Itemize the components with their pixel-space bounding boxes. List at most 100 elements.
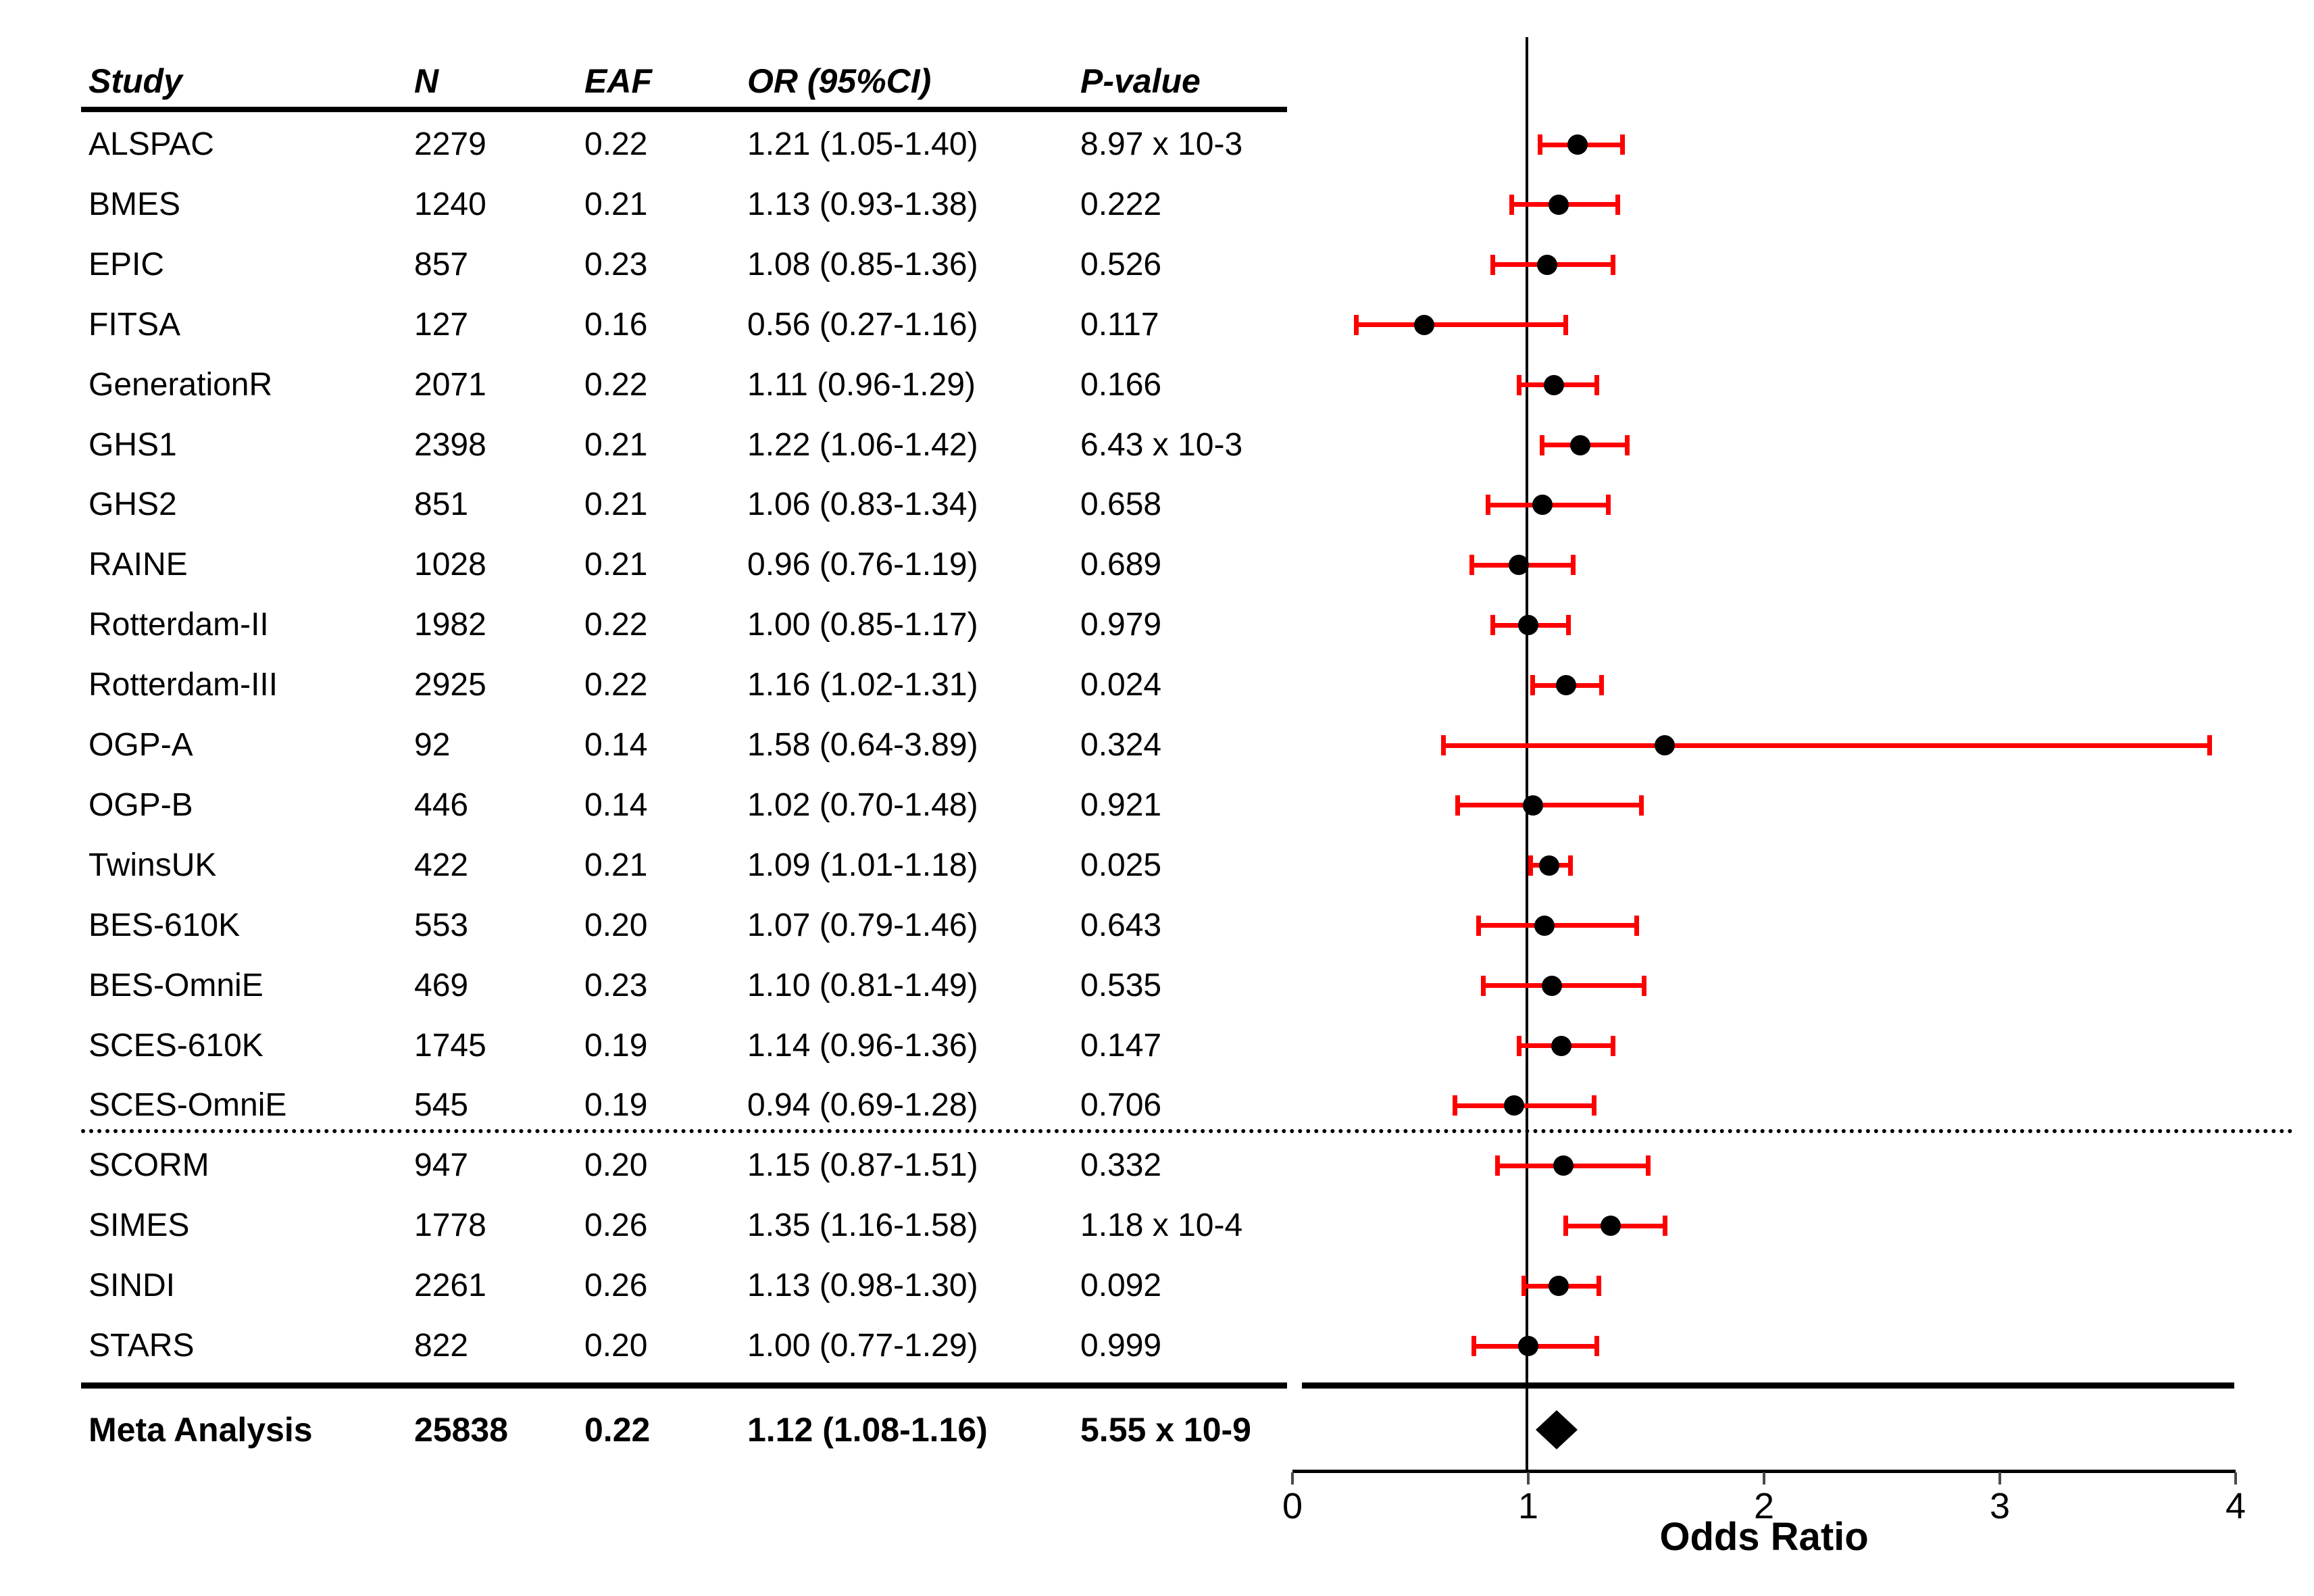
- ci-cap-low: [1521, 1276, 1526, 1297]
- ci-cap-low: [1516, 1035, 1521, 1056]
- cell-or-ci: 1.16 (1.02-1.31): [747, 667, 978, 703]
- cell-or-ci: 1.09 (1.01-1.18): [747, 847, 978, 883]
- cell-or-ci: 1.08 (0.85-1.36): [747, 246, 978, 282]
- ci-cap-low: [1530, 675, 1536, 696]
- ci-cap-high: [1606, 495, 1611, 516]
- cell-pvalue: 0.222: [1080, 186, 1162, 222]
- group-divider: [81, 1129, 2294, 1133]
- ci-cap-high: [1641, 975, 1646, 996]
- cell-pvalue: 0.166: [1080, 366, 1162, 403]
- ci-cap-low: [1476, 915, 1482, 936]
- cell-study: BES-610K: [89, 907, 241, 943]
- ci-cap-high: [1639, 795, 1644, 816]
- or-marker: [1541, 975, 1562, 996]
- meta-cell-eaf: 0.22: [584, 1411, 651, 1449]
- cell-n: 851: [414, 487, 469, 523]
- ci-cap-high: [1596, 1276, 1602, 1297]
- ci-bar: [1443, 743, 2210, 748]
- meta-cell-n: 25838: [414, 1411, 509, 1449]
- ci-cap-low: [1481, 975, 1486, 996]
- or-marker: [1555, 675, 1576, 696]
- x-axis-tick: [1998, 1472, 2001, 1485]
- x-axis-tick-label: 4: [2225, 1486, 2246, 1526]
- cell-study: SIMES: [89, 1207, 190, 1244]
- cell-pvalue: 0.332: [1080, 1147, 1162, 1184]
- cell-study: EPIC: [89, 246, 165, 282]
- cell-or-ci: 1.13 (0.98-1.30): [747, 1268, 978, 1304]
- ci-cap-low: [1509, 194, 1515, 215]
- ci-cap-low: [1353, 314, 1359, 335]
- cell-or-ci: 1.02 (0.70-1.48): [747, 787, 978, 823]
- cell-pvalue: 0.658: [1080, 487, 1162, 523]
- cell-eaf: 0.20: [584, 1147, 648, 1184]
- ci-cap-low: [1563, 1216, 1569, 1237]
- ci-cap-low: [1472, 1336, 1477, 1356]
- cell-n: 822: [414, 1328, 469, 1364]
- ci-bar: [1455, 1103, 1594, 1108]
- cell-study: SCES-610K: [89, 1027, 263, 1064]
- x-axis-tick-label: 3: [1989, 1486, 2011, 1526]
- or-marker: [1518, 1336, 1538, 1356]
- ci-cap-high: [1563, 314, 1569, 335]
- cell-n: 1778: [414, 1207, 486, 1244]
- cell-pvalue: 0.921: [1080, 787, 1162, 823]
- cell-study: SINDI: [89, 1268, 176, 1304]
- ci-cap-high: [2207, 735, 2213, 755]
- cell-n: 947: [414, 1147, 469, 1184]
- ci-cap-high: [1599, 675, 1604, 696]
- cell-eaf: 0.20: [584, 1328, 648, 1364]
- cell-study: GenerationR: [89, 366, 273, 403]
- cell-study: SCORM: [89, 1147, 209, 1184]
- ci-cap-low: [1486, 495, 1491, 516]
- x-axis-tick: [1291, 1472, 1294, 1485]
- ci-cap-low: [1469, 555, 1474, 576]
- cell-or-ci: 1.10 (0.81-1.49): [747, 967, 978, 1003]
- cell-n: 2261: [414, 1268, 486, 1304]
- cell-pvalue: 6.43 x 10-3: [1080, 426, 1243, 463]
- cell-study: GHS2: [89, 487, 177, 523]
- x-axis-tick-label: 2: [1753, 1486, 1775, 1526]
- cell-n: 2925: [414, 667, 486, 703]
- cell-pvalue: 0.092: [1080, 1268, 1162, 1304]
- or-marker: [1549, 194, 1569, 215]
- cell-n: 422: [414, 847, 469, 883]
- cell-pvalue: 1.18 x 10-4: [1080, 1207, 1243, 1244]
- cell-study: SCES-OmniE: [89, 1087, 287, 1124]
- meta-cell-study: Meta Analysis: [89, 1411, 313, 1449]
- ci-cap-high: [1634, 915, 1640, 936]
- cell-or-ci: 1.07 (0.79-1.46): [747, 907, 978, 943]
- cell-pvalue: 0.147: [1080, 1027, 1162, 1064]
- ci-cap-low: [1490, 615, 1496, 636]
- cell-eaf: 0.23: [584, 246, 648, 282]
- cell-n: 2398: [414, 426, 486, 463]
- ci-cap-high: [1646, 1155, 1651, 1176]
- or-marker: [1544, 374, 1565, 395]
- cell-eaf: 0.22: [584, 126, 648, 162]
- cell-n: 127: [414, 306, 469, 343]
- ci-cap-low: [1537, 134, 1542, 155]
- cell-n: 2279: [414, 126, 486, 162]
- meta-diamond: [1536, 1410, 1578, 1449]
- cell-eaf: 0.22: [584, 366, 648, 403]
- ci-cap-low: [1528, 855, 1533, 876]
- cell-n: 1982: [414, 607, 486, 643]
- ci-cap-low: [1495, 1155, 1501, 1176]
- cell-n: 2071: [414, 366, 486, 403]
- or-marker: [1414, 314, 1435, 335]
- cell-study: ALSPAC: [89, 126, 214, 162]
- cell-n: 446: [414, 787, 469, 823]
- cell-n: 1028: [414, 547, 486, 583]
- cell-eaf: 0.14: [584, 727, 648, 763]
- cell-or-ci: 1.22 (1.06-1.42): [747, 426, 978, 463]
- col-header-eaf: EAF: [584, 62, 652, 100]
- cell-n: 1240: [414, 186, 486, 222]
- cell-or-ci: 0.96 (0.76-1.19): [747, 547, 978, 583]
- cell-study: TwinsUK: [89, 847, 217, 883]
- cell-eaf: 0.21: [584, 847, 648, 883]
- x-axis-line: [1292, 1470, 2236, 1473]
- cell-n: 553: [414, 907, 469, 943]
- cell-or-ci: 1.06 (0.83-1.34): [747, 487, 978, 523]
- ci-cap-low: [1540, 434, 1545, 455]
- or-marker: [1601, 1216, 1621, 1237]
- cell-pvalue: 0.979: [1080, 607, 1162, 643]
